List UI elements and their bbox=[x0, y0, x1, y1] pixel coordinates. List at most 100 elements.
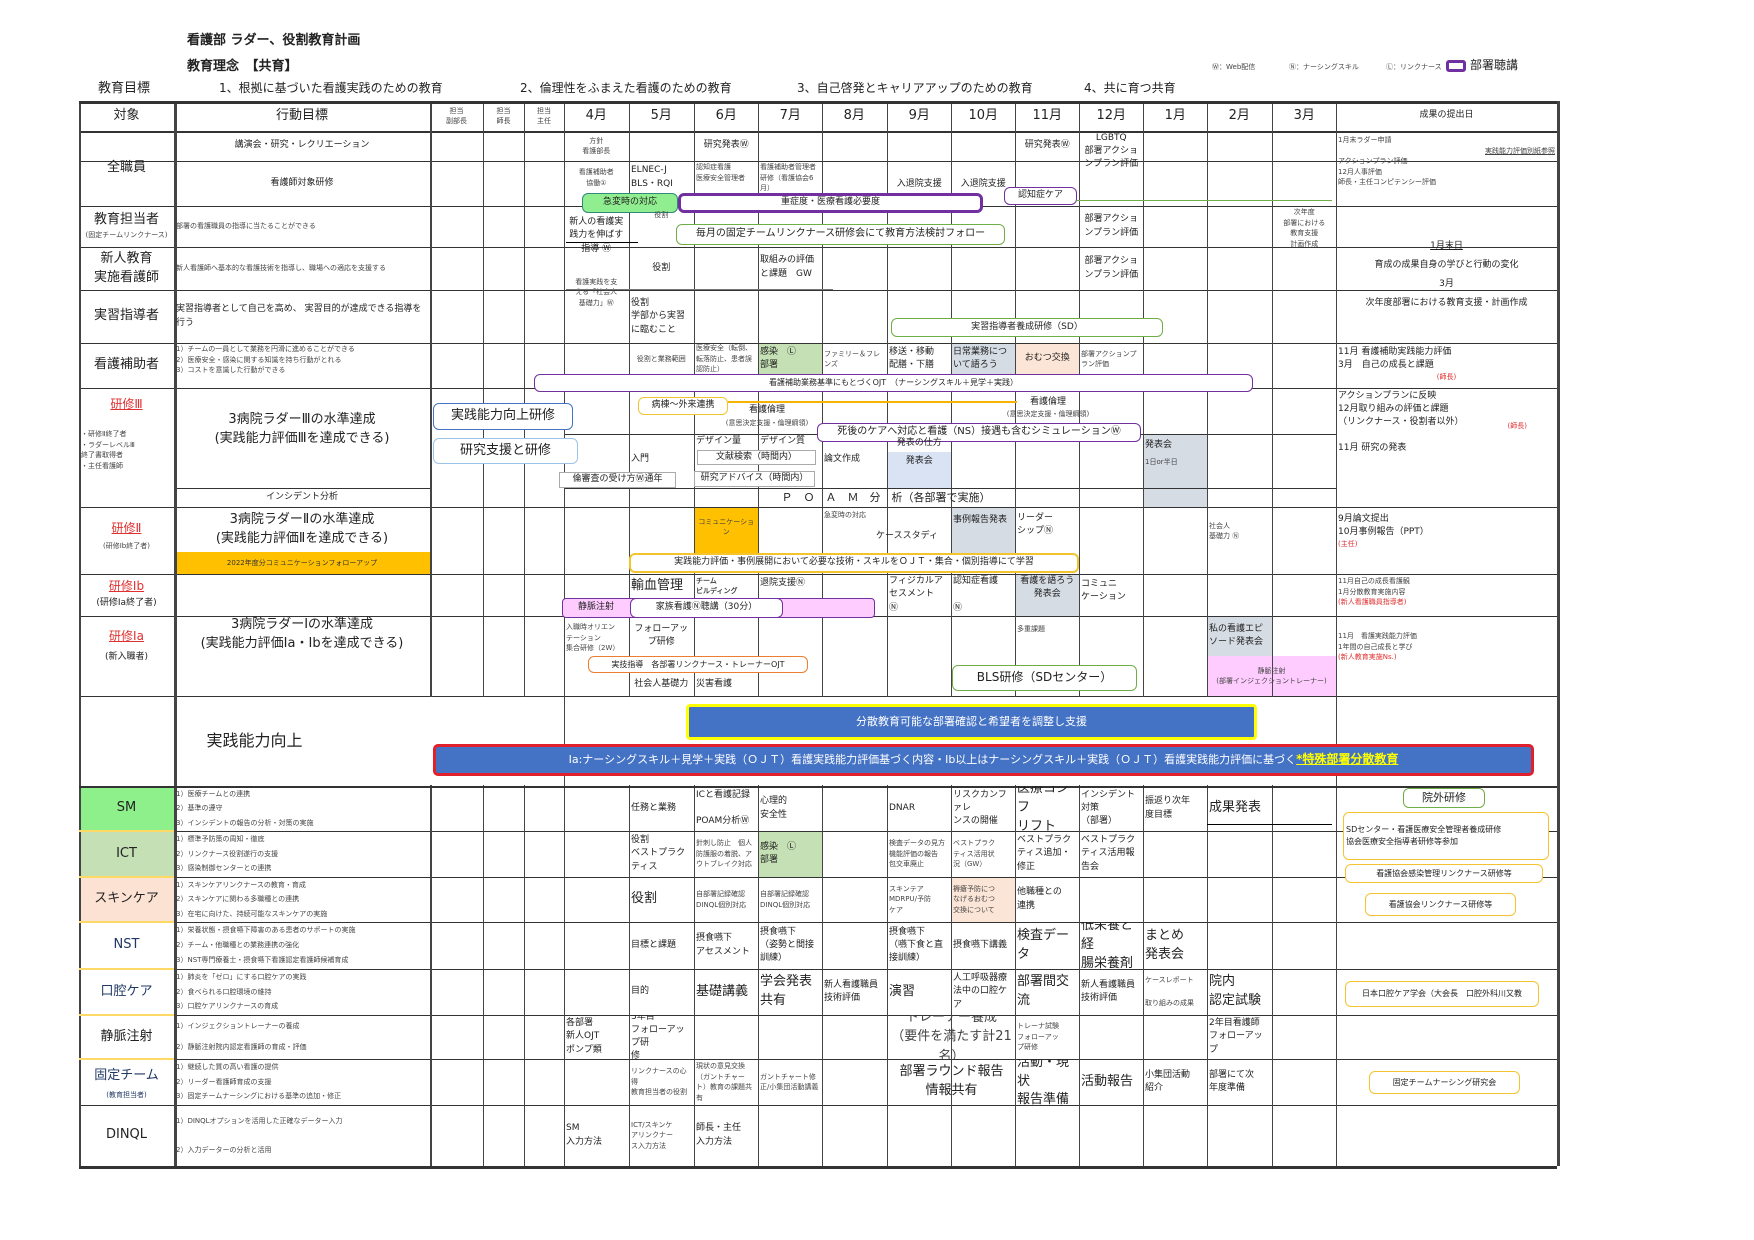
month-cell: ELNEC-J BLS・RQI bbox=[631, 165, 673, 189]
team-month-cell: 新人看護職員 技術評価 bbox=[824, 979, 879, 1003]
col-header-month: 4月 bbox=[585, 107, 607, 123]
team-month-cell: ICT/スキンケ アリンクナー ス入力方法 bbox=[631, 1120, 673, 1150]
month-cell: 入退院支援 bbox=[896, 179, 942, 190]
communication-bar-bg bbox=[174, 552, 430, 574]
special-dept-dispersed-education-link[interactable]: *特殊部署分散教育 bbox=[1296, 752, 1399, 767]
row-label-level3: 研修Ⅲ bbox=[110, 397, 143, 412]
grid-line-h bbox=[79, 507, 1557, 508]
team-month-cell: スキンテア MDRPU/予防 ケア bbox=[889, 884, 931, 914]
grid-line-v bbox=[564, 697, 565, 786]
education-goal-item: 4、共に育つ共育 bbox=[1084, 81, 1176, 96]
team-month-cell: 部署にて次 年度準備 bbox=[1209, 1069, 1255, 1093]
all-staff-goal-lectures: 講演会・研究・レクリエーション bbox=[234, 140, 370, 151]
page-title: 看護部 ラダー、役割教育計画 bbox=[187, 32, 361, 48]
outcome-line[interactable]: 実践能力評価別紙参照 bbox=[1485, 146, 1555, 155]
row-label-level1b: 研修Ⅰb bbox=[108, 579, 145, 594]
grid-line-v bbox=[1143, 101, 1144, 1166]
month-cell: フォローアッ プ研修 bbox=[634, 623, 689, 647]
level1-goal: 3病院ラダーⅠの水準達成 (実践能力評価Ⅰa・Ⅰbを達成できる) bbox=[200, 617, 404, 651]
ethics-sub-nov: (意思決定支援・倫理綱領) bbox=[1006, 409, 1090, 418]
team-month-cell: 役割 bbox=[631, 891, 658, 907]
new-education-goal: 新人看護師へ基本的な看護技術を指導し、職場への適応を支援する bbox=[176, 264, 386, 273]
grid-line-v bbox=[1557, 101, 1560, 1166]
grid-line-v bbox=[564, 101, 565, 1166]
outcome-line: 12月人事評価 bbox=[1338, 167, 1382, 176]
team-month-cell: ベストプラク ティス活用状 況（GW） bbox=[953, 839, 996, 869]
month-cell: LGBTQ 部署アクショ ンプラン評価 bbox=[1084, 133, 1139, 170]
goal-line: 2）リーダー看護師育成の支援 bbox=[176, 1077, 272, 1086]
month-cell: 事例報告発表 bbox=[953, 515, 1008, 526]
team-goals: 1）継続した質の高い看護の提供 2）リーダー看護師育成の支援 3）固定チームナーシン… bbox=[174, 1059, 430, 1105]
month-cell: 社会人基礎力 bbox=[634, 679, 689, 690]
grid-line-h bbox=[79, 876, 174, 878]
infection-linknurse-training-box: 看護協会感染管理リンクナース研修等 bbox=[1345, 864, 1543, 883]
grid-line-h bbox=[79, 290, 1557, 291]
grid-line-v bbox=[1336, 697, 1337, 786]
iv-injection-label: 静脈注射 bbox=[577, 602, 614, 613]
row-label-practice-up: 実践能力向上 bbox=[206, 731, 303, 751]
col-header-month: 2月 bbox=[1228, 107, 1250, 123]
month-cell: フィジカルア セスメント Ⓝ bbox=[889, 576, 943, 613]
research-support-box: 研究支援と研修 bbox=[433, 438, 578, 464]
education-goal-item: 3、自己啓発とキャリアアップのための教育 bbox=[797, 81, 1033, 96]
row-label-team: ICT bbox=[116, 845, 137, 861]
level1b-criteria: (研修Ⅰa終了者) bbox=[96, 598, 157, 609]
goal-line: 2）スキンケアに関わる多職種との連携 bbox=[176, 895, 300, 904]
iv-trainer-cell-bg bbox=[1207, 656, 1336, 696]
iv-trainer-cell: 静脈注射 (部署インジェクショントレーナー) bbox=[1216, 666, 1327, 686]
team-goals: 1）標準予防策の周知・徹底 2）リンクナース役割遂行の支援 3）感染制御センターとの… bbox=[174, 831, 430, 877]
team-month-cell: まとめ 発表会 bbox=[1145, 927, 1185, 962]
month-cell: 移送・移動 配膳・下膳 bbox=[889, 346, 935, 370]
month-cell: 新人の看護実 践力を伸ばす 指導 Ⓦ bbox=[569, 217, 624, 254]
communication-cell-bg bbox=[694, 507, 759, 553]
grid-line-v bbox=[822, 101, 823, 1166]
row-label-all-staff: 全職員 bbox=[106, 160, 146, 176]
goal-line: 3）NST専門療養士・摂食嚥下看護認定看護師候補育成 bbox=[176, 956, 349, 965]
goal-line: 3）感染制御センターとの連携 bbox=[176, 864, 272, 873]
team-month-cell: 成果発表 bbox=[1209, 800, 1262, 816]
row-label-nursing-assistant: 看護補助者 bbox=[93, 357, 159, 373]
col-header-month: 3月 bbox=[1293, 107, 1315, 123]
team-month-cell: 他職種との 連携 bbox=[1017, 887, 1062, 911]
oral-care-society-box: 日本口腔ケア学会（大会長 口腔外科川又教 bbox=[1345, 981, 1539, 1007]
grid-line-h bbox=[79, 101, 1557, 104]
team-month-cell: 摂食嚥下 （姿勢と間接 訓練） bbox=[760, 926, 815, 964]
grid-line-h bbox=[79, 968, 174, 970]
ethics-sub: (意思決定支援・倫理綱領) bbox=[725, 418, 809, 427]
outcome-line: （リンクナース・役割者以外） bbox=[1338, 417, 1464, 428]
education-goal-item: 1、根拠に基づいた看護実践のための教育 bbox=[219, 81, 443, 96]
presentation-cell-bg bbox=[887, 452, 952, 488]
month-cell: ファミリー＆フレ ンズ bbox=[824, 349, 880, 369]
monthly-linknurse-box: 毎月の固定チームリンクナース研修会にて教育方法検討フォロー bbox=[676, 224, 1005, 245]
team-month-cell: 人工呼吸器療 法中の口腔ケ ア bbox=[953, 973, 1008, 1010]
grid-line-v bbox=[524, 101, 525, 1166]
grid-line-v bbox=[1015, 101, 1016, 1166]
col-header-month: 6月 bbox=[715, 107, 737, 123]
grid-line-h bbox=[79, 1059, 1557, 1060]
goal-line: 2）食べられる口腔環境の維持 bbox=[176, 987, 272, 996]
team-month-cell: 演習 bbox=[889, 983, 916, 999]
team-month-cell: 検査データの見方 機能評価の報告 包交車廃止 bbox=[889, 839, 945, 869]
team-month-cell: 部署間交流 bbox=[1017, 974, 1070, 1008]
month-cell: 多重課題 bbox=[1017, 624, 1045, 633]
nursing-assistant-outcome: 11月 看護補助実践能力評価 3月 自己の成長と課題 (師長) bbox=[1336, 345, 1557, 387]
grid-line-h bbox=[79, 922, 1557, 923]
month-cell: 取り組みの成果 bbox=[1145, 999, 1194, 1008]
level1a-criteria: (新入職者) bbox=[104, 652, 149, 663]
col-header-target: 対象 bbox=[113, 107, 140, 123]
row-label-team: 固定チーム bbox=[94, 1067, 159, 1083]
goal-line: 3）固定チームナーシングにおける基準の追加・修正 bbox=[176, 1092, 342, 1101]
col-header-action-goal: 行動目標 bbox=[275, 107, 328, 123]
grid-line-h bbox=[79, 1166, 1557, 1169]
legend-web: Ⓦ：Web配信 bbox=[1212, 62, 1256, 71]
outcome-line: 9月論文提出 bbox=[1338, 514, 1389, 524]
ict-infection-cell-bg bbox=[758, 831, 823, 877]
month-cell: 看護補助者管理者 研修（看護協会6月） bbox=[760, 163, 816, 192]
all-staff-outcome: 1月末ラダー申請 実践能力評価別紙参照 アクションプラン評価 12月人事評価 師長・主任… bbox=[1336, 134, 1557, 204]
col-header-outcome: 成果の提出日 bbox=[1419, 110, 1474, 121]
goal-line: 1）栄養状態・摂食嚥下障害のある患者のサポートの実施 bbox=[176, 926, 356, 935]
grid-line-v bbox=[629, 101, 630, 1166]
month-cell: コミュニ ケーション bbox=[1081, 578, 1126, 602]
month-cell: 役割 学部から実習 に臨むこと bbox=[631, 298, 686, 335]
row-label-level1a: 研修Ⅰa bbox=[109, 629, 144, 644]
